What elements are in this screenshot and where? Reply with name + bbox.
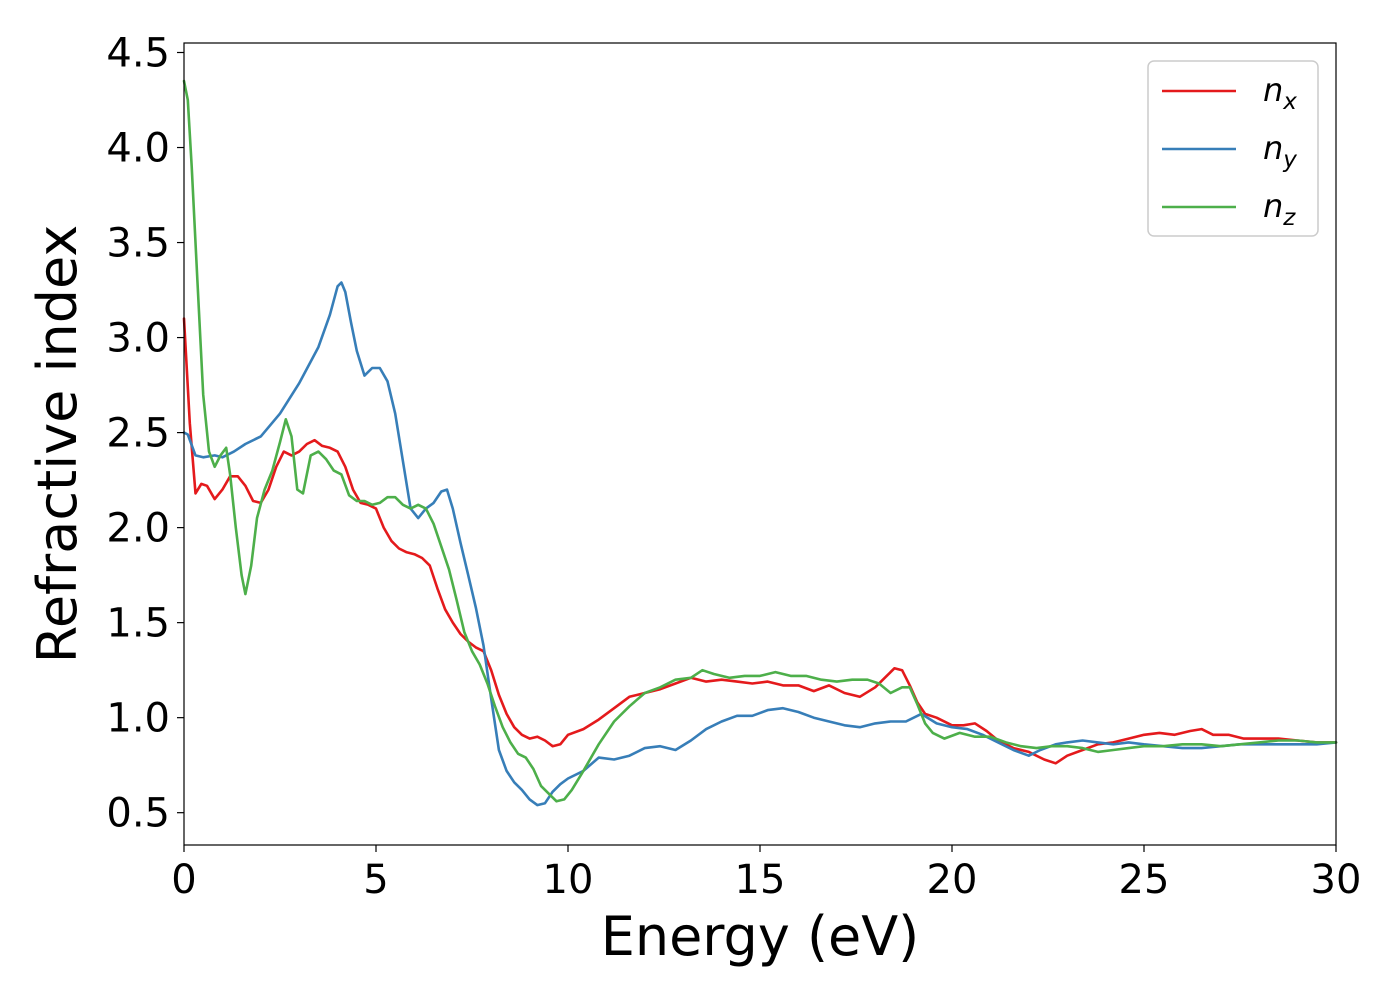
series-line-nz — [182, 79, 1338, 803]
series-line-nx — [182, 317, 1338, 765]
legend-subscript: x — [1282, 89, 1297, 115]
y-tick-label: 1.0 — [106, 696, 170, 742]
series-line-ny — [182, 281, 1338, 807]
y-tick-label: 4.5 — [106, 31, 170, 77]
y-tick-label: 2.5 — [106, 411, 170, 457]
x-tick-label: 25 — [1119, 857, 1170, 903]
y-tick-label: 4.0 — [106, 126, 170, 172]
x-tick-label: 15 — [735, 857, 786, 903]
y-tick-label: 1.5 — [106, 601, 170, 647]
x-axis-label: Energy (eV) — [601, 905, 920, 968]
x-axis-ticks: 0 5 10 15 20 25 30 — [171, 845, 1361, 903]
x-tick-label: 10 — [543, 857, 594, 903]
x-tick-label: 30 — [1311, 857, 1362, 903]
y-tick-label: 3.5 — [106, 221, 170, 267]
y-tick-label: 3.0 — [106, 316, 170, 362]
y-axis-ticks: 0.5 1.0 1.5 2.0 2.5 3.0 3.5 4.0 4.5 — [106, 31, 184, 837]
x-tick-label: 5 — [363, 857, 388, 903]
x-tick-label: 0 — [171, 857, 196, 903]
y-tick-label: 2.0 — [106, 506, 170, 552]
legend-subscript: y — [1282, 147, 1297, 173]
legend-label-nx: nx — [1263, 71, 1297, 115]
x-tick-label: 20 — [927, 857, 978, 903]
y-tick-label: 0.5 — [106, 791, 170, 837]
series-layer — [182, 79, 1338, 807]
y-axis-label: Refractive index — [26, 225, 89, 664]
legend-subscript: z — [1282, 205, 1296, 231]
